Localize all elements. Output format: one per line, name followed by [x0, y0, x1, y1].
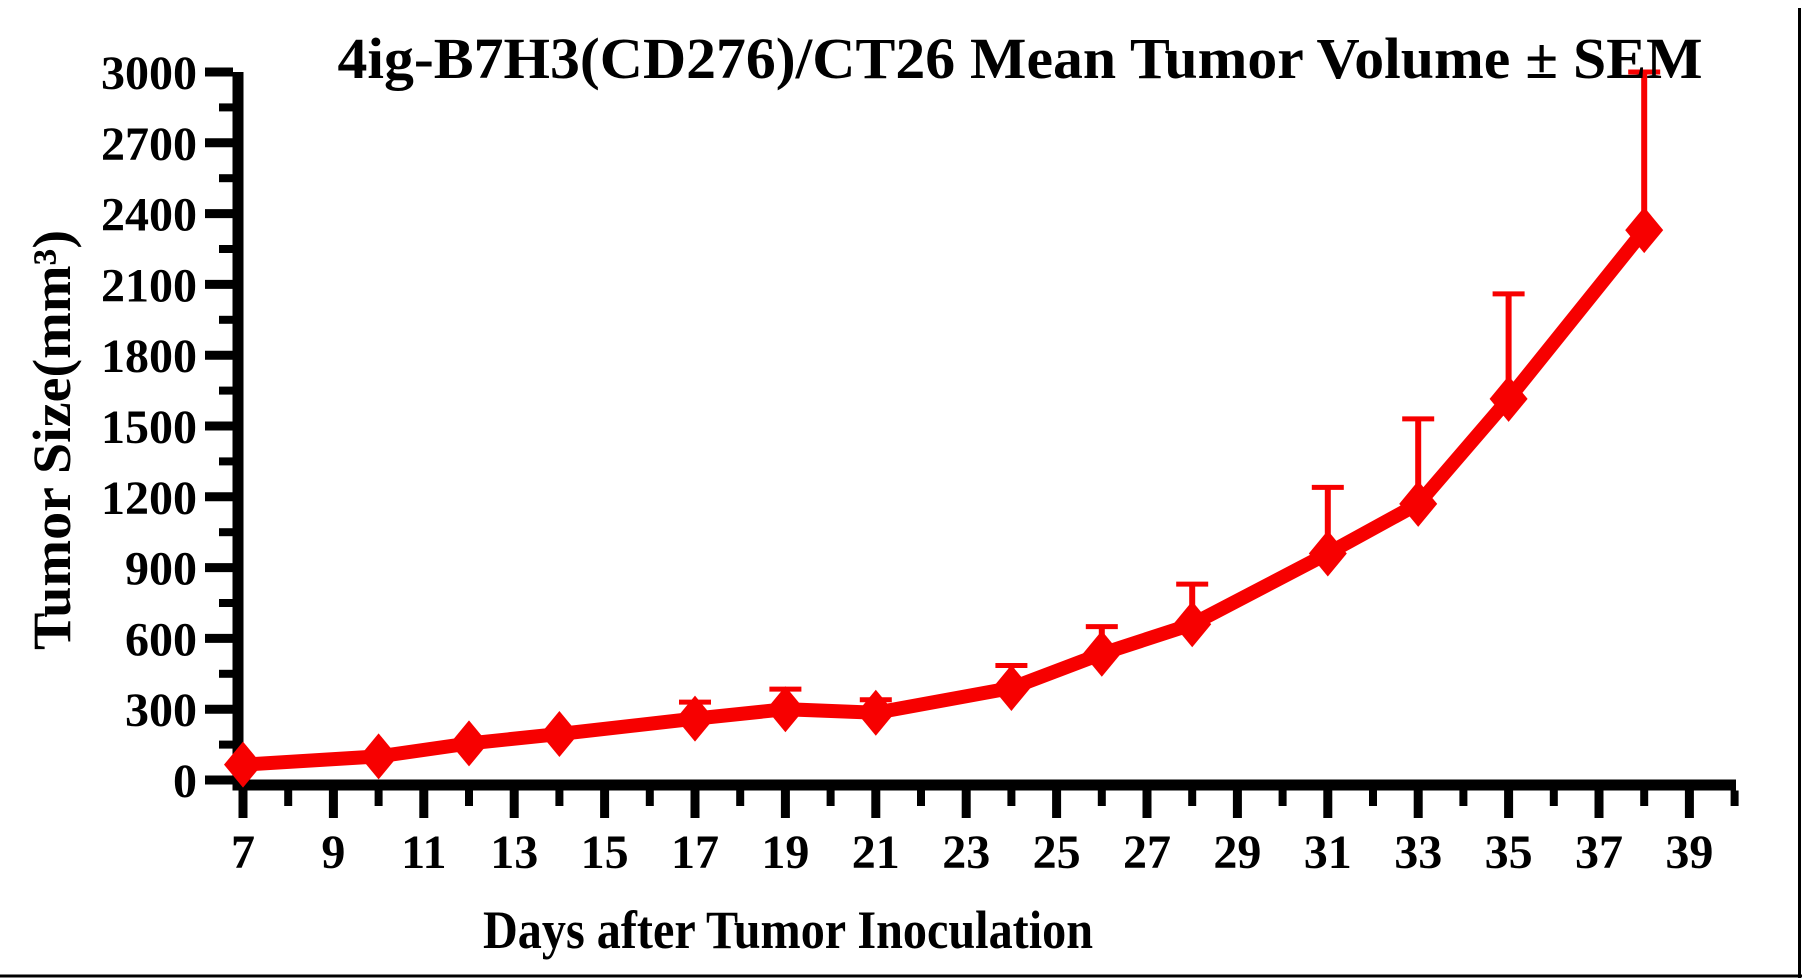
- data-point-marker: [450, 720, 488, 767]
- x-tick-label: 19: [761, 826, 809, 879]
- series-group: [224, 69, 1664, 788]
- x-tick-label: 11: [401, 826, 446, 879]
- x-tick-label: 25: [1033, 826, 1081, 879]
- x-tick-label: 31: [1304, 826, 1352, 879]
- data-point-marker: [1399, 480, 1438, 527]
- series-line: [242, 225, 1650, 772]
- page-edge-border-group: [0, 8, 1802, 978]
- axes-group: 0 300 600 900 1200 1500 1800 2100 2400 2700 3000 7 9…: [101, 47, 1739, 879]
- y-tick-label: 1200: [101, 472, 197, 525]
- y-tick-label: 600: [125, 613, 197, 666]
- x-tick-label: 35: [1485, 826, 1533, 879]
- x-tick-label: 7: [231, 826, 255, 879]
- data-point-marker: [1308, 530, 1347, 577]
- data-point-marker: [1489, 375, 1528, 422]
- titles-group: 4ig-B7H3(CD276)/CT26 Mean Tumor Volume ±…: [22, 26, 1702, 960]
- x-tick-label: 9: [321, 826, 345, 879]
- x-tick-label: 27: [1123, 826, 1171, 879]
- y-axis-title: Tumor Size(mm³): [22, 230, 82, 650]
- data-point-marker: [224, 741, 262, 788]
- x-tick-label: 29: [1213, 826, 1261, 879]
- x-axis-title: Days after Tumor Inoculation: [483, 900, 1093, 960]
- data-point-marker: [676, 695, 714, 742]
- x-tick-label: 15: [581, 826, 629, 879]
- data-point-marker: [766, 686, 805, 733]
- y-tick-label: 1500: [101, 401, 197, 454]
- data-point-marker: [992, 664, 1031, 711]
- y-tick-label: 300: [125, 684, 197, 737]
- y-tick-label: 1800: [101, 330, 197, 383]
- data-point-marker: [1625, 207, 1664, 254]
- x-tick-label: 37: [1575, 826, 1623, 879]
- chart-title: 4ig-B7H3(CD276)/CT26 Mean Tumor Volume ±…: [338, 26, 1703, 91]
- data-point-marker: [1082, 630, 1121, 677]
- y-tick-label: 2700: [101, 118, 197, 171]
- y-tick-label: 2400: [101, 189, 197, 242]
- x-tick-label: 17: [671, 826, 719, 879]
- x-tick-label: 39: [1665, 826, 1713, 879]
- x-tick-label: 21: [852, 826, 900, 879]
- y-tick-label: 900: [125, 543, 197, 596]
- data-point-marker: [856, 689, 895, 736]
- y-tick-label: 2100: [101, 259, 197, 312]
- data-point-marker: [1173, 601, 1212, 648]
- x-tick-label: 33: [1394, 826, 1442, 879]
- y-tick-label: 3000: [101, 47, 197, 100]
- data-point-marker: [359, 733, 398, 780]
- x-tick-label: 23: [942, 826, 990, 879]
- y-tick-label: 0: [173, 755, 197, 808]
- x-tick-label: 13: [490, 826, 538, 879]
- data-point-marker: [540, 710, 579, 757]
